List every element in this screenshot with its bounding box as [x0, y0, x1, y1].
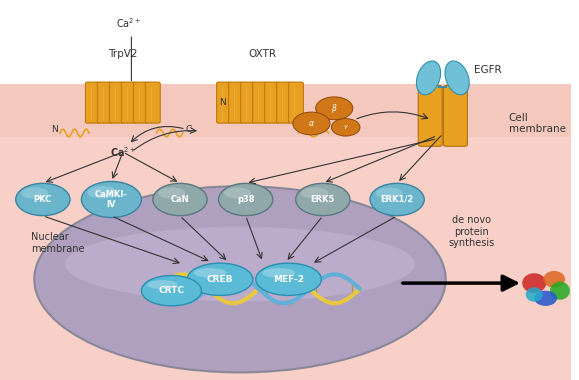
Ellipse shape: [21, 187, 48, 199]
Ellipse shape: [296, 184, 350, 216]
Text: EGFR: EGFR: [474, 65, 502, 75]
Ellipse shape: [526, 287, 543, 302]
Text: C: C: [185, 125, 192, 134]
Ellipse shape: [375, 187, 402, 199]
Ellipse shape: [153, 184, 207, 216]
FancyBboxPatch shape: [418, 86, 442, 146]
FancyBboxPatch shape: [109, 82, 124, 123]
FancyBboxPatch shape: [0, 137, 571, 380]
Text: OXTR: OXTR: [249, 49, 277, 59]
FancyBboxPatch shape: [122, 82, 136, 123]
Text: N: N: [51, 125, 58, 134]
Text: CaN: CaN: [171, 195, 189, 204]
FancyBboxPatch shape: [277, 82, 291, 123]
FancyBboxPatch shape: [145, 82, 160, 123]
Ellipse shape: [224, 187, 251, 199]
Ellipse shape: [445, 61, 469, 95]
FancyBboxPatch shape: [133, 82, 148, 123]
FancyBboxPatch shape: [229, 82, 243, 123]
Text: $\alpha$: $\alpha$: [308, 119, 315, 128]
Ellipse shape: [331, 119, 360, 136]
Text: p38: p38: [237, 195, 254, 204]
FancyBboxPatch shape: [97, 82, 112, 123]
Ellipse shape: [218, 184, 273, 216]
Ellipse shape: [194, 268, 226, 278]
FancyBboxPatch shape: [240, 82, 255, 123]
Text: CaMKI-
IV: CaMKI- IV: [95, 190, 128, 209]
Text: MEF-2: MEF-2: [273, 275, 304, 284]
FancyBboxPatch shape: [217, 82, 232, 123]
Text: Ca$^{2+}$: Ca$^{2+}$: [109, 145, 136, 159]
Ellipse shape: [34, 186, 446, 372]
Ellipse shape: [301, 187, 328, 199]
Text: Cell
membrane: Cell membrane: [508, 113, 566, 134]
Text: CRTC: CRTC: [159, 286, 184, 295]
Text: $\gamma$: $\gamma$: [343, 123, 349, 131]
FancyBboxPatch shape: [265, 82, 280, 123]
Text: PKC: PKC: [34, 195, 52, 204]
FancyBboxPatch shape: [252, 82, 267, 123]
Text: CREB: CREB: [207, 275, 233, 284]
Ellipse shape: [370, 184, 424, 216]
Ellipse shape: [262, 268, 295, 278]
Ellipse shape: [87, 186, 118, 199]
FancyBboxPatch shape: [0, 84, 571, 380]
Text: TrpV2: TrpV2: [108, 49, 138, 59]
Ellipse shape: [141, 276, 201, 306]
FancyBboxPatch shape: [444, 86, 467, 146]
FancyBboxPatch shape: [86, 82, 100, 123]
Text: Ca$^{2+}$: Ca$^{2+}$: [116, 17, 141, 30]
Text: ERK5: ERK5: [310, 195, 335, 204]
Text: N: N: [219, 98, 226, 107]
Ellipse shape: [550, 282, 570, 300]
Ellipse shape: [293, 112, 330, 135]
Text: $\beta$: $\beta$: [331, 102, 338, 115]
FancyBboxPatch shape: [288, 82, 303, 123]
Ellipse shape: [82, 182, 141, 217]
Ellipse shape: [16, 184, 70, 216]
Ellipse shape: [256, 263, 321, 296]
Ellipse shape: [148, 280, 177, 289]
Text: de novo
protein
synthesis: de novo protein synthesis: [448, 215, 494, 249]
Text: Nuclear
membrane: Nuclear membrane: [31, 233, 85, 254]
Ellipse shape: [534, 291, 557, 306]
Ellipse shape: [158, 187, 185, 199]
Ellipse shape: [187, 263, 253, 296]
FancyBboxPatch shape: [0, 0, 571, 84]
Ellipse shape: [65, 227, 415, 301]
Ellipse shape: [416, 61, 441, 95]
Ellipse shape: [543, 271, 565, 288]
Text: ERK1/2: ERK1/2: [380, 195, 414, 204]
Ellipse shape: [522, 273, 546, 293]
Ellipse shape: [316, 97, 353, 120]
